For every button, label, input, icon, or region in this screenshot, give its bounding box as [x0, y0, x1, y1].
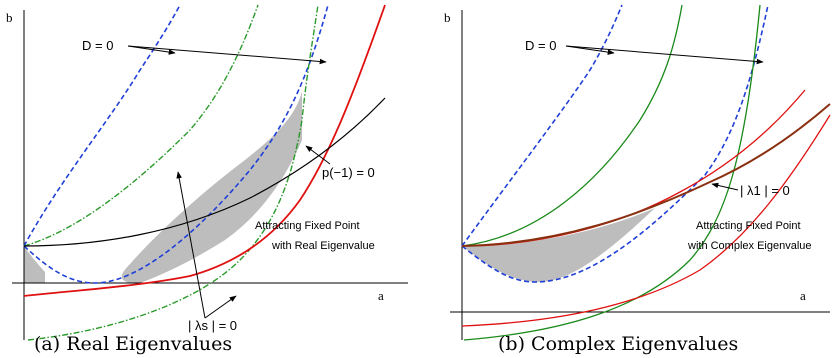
region-label-line1-b: Attracting Fixed Point	[696, 220, 801, 232]
x-axis-label-b: a	[800, 288, 806, 303]
shaded-region-main-2	[130, 92, 302, 283]
shaded-region-main	[121, 92, 302, 283]
lambda-1-curve	[461, 103, 831, 247]
y-axis-label: b	[6, 10, 13, 25]
label-D0-b: D = 0	[525, 38, 556, 53]
label-D0: D = 0	[82, 38, 113, 53]
label-lambda-1: | λ1 | = 0	[740, 183, 790, 198]
region-label-line1: Attracting Fixed Point	[255, 220, 360, 232]
red-curve	[23, 4, 386, 297]
D0-curve-left	[23, 4, 181, 247]
lambda-s-curve-lower	[27, 4, 319, 341]
green-curve-upper	[461, 4, 683, 247]
caption-b: (b) Complex Eigenvalues	[498, 333, 738, 355]
x-axis-label: a	[378, 288, 384, 303]
green-curve-lower	[463, 4, 761, 341]
arrow-lambda-s-upper	[176, 171, 206, 319]
region-label-line2: with Real Eigenvalue	[271, 240, 375, 252]
arrow-p-minus-one	[305, 145, 331, 165]
D0-curve-parabola	[23, 4, 329, 284]
shaded-region-complex	[462, 208, 655, 283]
panel-b: b a D = 0 | λ1 | = 0 Attracting Fixed Po…	[444, 4, 831, 355]
arrow-D0-right	[127, 45, 327, 65]
arrow-D0-right-b	[565, 45, 764, 65]
red-curve-lower-b	[461, 114, 831, 327]
D0-curve-left-b	[461, 4, 623, 247]
label-p-minus-one: p(−1) = 0	[322, 165, 375, 180]
D0-curve-parabola-b	[461, 4, 769, 283]
caption-a: (a) Real Eigenvalues	[34, 333, 232, 355]
arrow-lambda-1	[711, 182, 739, 191]
shaded-region-left	[24, 246, 45, 283]
region-label-line2-b: with Complex Eigenvalue	[687, 240, 812, 252]
panel-a: b a D = 0 p(−1) = 0 Attracting Fixed Poi…	[6, 4, 408, 355]
p-minus-one-curve	[23, 97, 386, 247]
arrow-D0-left	[127, 45, 176, 55]
arrow-D0-left-b	[565, 45, 615, 55]
y-axis-label-b: b	[444, 10, 451, 25]
label-lambda-s: | λs | = 0	[188, 318, 237, 333]
lambda-s-curve-upper	[23, 4, 259, 247]
arrow-lambda-s-lower	[204, 295, 237, 319]
